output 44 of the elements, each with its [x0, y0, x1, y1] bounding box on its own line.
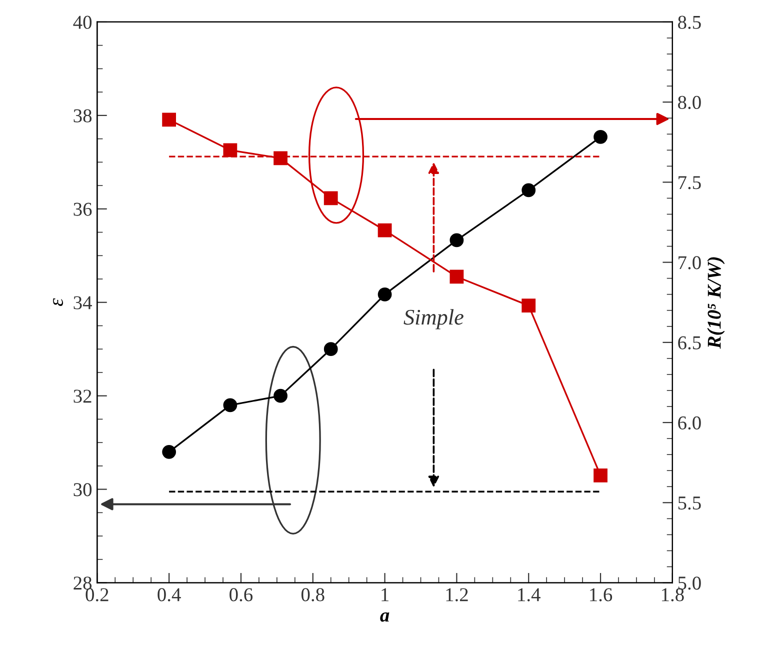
y2-tick-label: 6.5 [678, 336, 701, 350]
y2-tick-label: 8.5 [678, 16, 701, 29]
point [324, 191, 338, 206]
point [522, 183, 536, 198]
x-tick-label: 1 [382, 588, 388, 602]
x-tick-label: 1.6 [590, 588, 612, 602]
y-tick-label: 38 [74, 109, 92, 122]
point [162, 444, 176, 459]
point [594, 468, 608, 482]
y2-tick-label: 6.0 [678, 416, 701, 430]
x-axis-title: a [380, 612, 390, 622]
annotation: Simple [404, 309, 464, 330]
x-tick-label: 0.8 [301, 588, 324, 602]
y-tick-label: 36 [74, 202, 92, 216]
y-tick-label: 34 [74, 296, 92, 310]
point [223, 398, 238, 412]
point [223, 143, 238, 158]
point [274, 151, 288, 166]
y2-tick-label: 7.5 [678, 176, 701, 190]
x-tick-label: 1.8 [662, 588, 684, 602]
point [450, 270, 464, 284]
x-tick-label: 0.6 [230, 588, 253, 602]
x-tick-label: 0.2 [86, 588, 108, 602]
y-axis-title: ε [53, 298, 64, 306]
point [324, 342, 338, 356]
y2-axis-title: R(10⁵ K/W) [707, 257, 725, 349]
y-tick-label: 32 [74, 390, 92, 403]
point [378, 223, 392, 238]
y-tick-label: 40 [73, 16, 92, 29]
point [522, 298, 536, 313]
point [450, 233, 464, 248]
point [594, 130, 608, 144]
x-tick-label: 1.4 [518, 588, 540, 602]
y2-tick-label: 7.0 [678, 256, 701, 270]
y-tick-label: 30 [74, 483, 92, 496]
y2-tick-label: 8.0 [678, 96, 701, 110]
x-tick-label: 0.4 [158, 588, 181, 602]
point [162, 112, 176, 127]
y2-tick-label: 5.0 [678, 576, 701, 590]
x-tick-label: 1.2 [446, 588, 468, 602]
y-tick-label: 28 [74, 576, 92, 590]
point [274, 388, 288, 403]
point [378, 287, 392, 302]
y2-tick-label: 5.5 [678, 496, 701, 510]
